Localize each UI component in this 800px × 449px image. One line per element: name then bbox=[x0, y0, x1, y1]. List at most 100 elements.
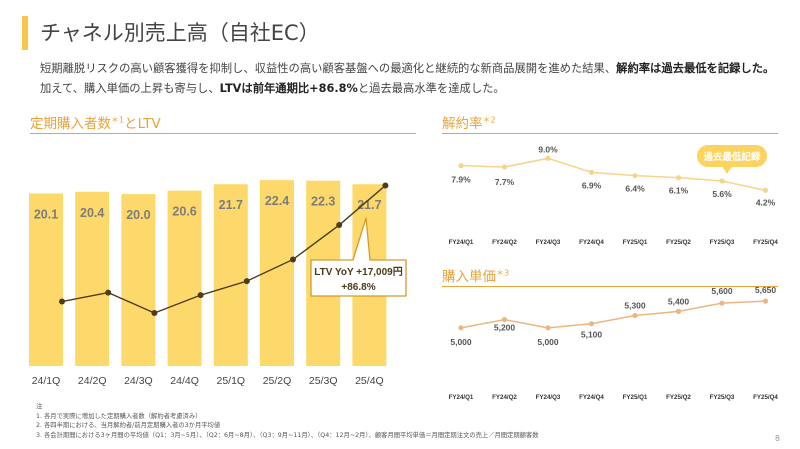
data-label: 5,600 bbox=[711, 286, 733, 296]
data-label: 6.9% bbox=[582, 180, 602, 190]
data-label: 6.1% bbox=[669, 186, 689, 196]
section-title-suffix: とLTV bbox=[124, 116, 161, 132]
lead-text: 加えて、購入単価の上昇も寄与し、 bbox=[40, 82, 220, 95]
ltv-point bbox=[59, 298, 65, 305]
record-low-label: 過去最低記録 bbox=[702, 151, 761, 163]
x-tick-label: FY24/Q1 bbox=[449, 394, 474, 401]
footnote-3: 3. 各会計期間における3ヶ月間の平均値（Q1：3月~5月）、（Q2：6月~8月… bbox=[36, 431, 539, 439]
series-point bbox=[762, 298, 769, 304]
series-point bbox=[675, 175, 682, 181]
x-tick-label: FY25/Q4 bbox=[753, 239, 778, 246]
footnote-mark: ＊2 bbox=[482, 115, 496, 125]
page-title: チャネル別売上高（自社EC） bbox=[40, 21, 320, 45]
data-label: 5,000 bbox=[450, 337, 472, 347]
x-tick-label: FY24/Q4 bbox=[579, 394, 604, 401]
x-tick-label: FY25/Q3 bbox=[710, 239, 735, 246]
x-tick-label: 24/4Q bbox=[170, 375, 199, 387]
x-tick-label: 25/4Q bbox=[355, 375, 384, 387]
ltv-point bbox=[197, 292, 204, 299]
ltv-callout-line1: LTV YoY +17,009円 bbox=[314, 266, 402, 278]
x-tick-label: 25/2Q bbox=[263, 375, 292, 387]
x-tick-label: FY24/Q3 bbox=[536, 394, 561, 401]
footnote-2: 2. 各四半期における、当月解約者/前月定期購入者の3か月平均値 bbox=[36, 422, 221, 429]
data-label: 7.9% bbox=[451, 175, 471, 185]
series-point bbox=[501, 317, 508, 323]
ltv-point bbox=[382, 182, 389, 189]
data-label: 5,300 bbox=[624, 301, 646, 311]
series-point bbox=[632, 173, 638, 179]
bar bbox=[213, 184, 248, 366]
bar-value-label: 21.7 bbox=[219, 198, 243, 212]
series-point bbox=[545, 325, 551, 331]
footnote-heading: 注 bbox=[36, 403, 43, 410]
x-tick-label: FY24/Q2 bbox=[492, 239, 517, 246]
data-label: 5.6% bbox=[712, 189, 732, 199]
section-underline bbox=[442, 286, 778, 287]
footnote-1: 1. 各月で実際に増加した定期購入者数（解約者考慮済み） bbox=[36, 412, 202, 420]
bar-value-label: 20.6 bbox=[172, 205, 196, 219]
series-point bbox=[588, 321, 595, 327]
ltv-point bbox=[290, 256, 296, 263]
lead-text: 短期離脱リスクの高い顧客獲得を抑制し、収益性の高い顧客基盤への最適化と継続的な新… bbox=[40, 62, 617, 75]
series-point bbox=[588, 169, 595, 175]
data-label: 5,400 bbox=[668, 296, 690, 306]
section-title-text: 購入単価 bbox=[442, 269, 496, 285]
section-underline bbox=[442, 133, 778, 134]
section-title-subscribers-ltv: 定期購入者数＊1とLTV bbox=[30, 112, 161, 133]
data-label: 7.7% bbox=[495, 177, 515, 187]
footnote-mark: ＊1 bbox=[111, 115, 125, 125]
ltv-callout-box bbox=[310, 217, 407, 297]
section-title-churn: 解約率＊2 bbox=[442, 112, 496, 133]
bar-value-label: 20.1 bbox=[34, 208, 58, 222]
x-tick-label: 24/3Q bbox=[124, 375, 153, 387]
section-title-text: 解約率 bbox=[442, 116, 483, 132]
page-number: 8 bbox=[774, 434, 780, 443]
section-title-text: 定期購入者数 bbox=[30, 116, 111, 132]
lead-highlight: 解約率は過去最低を記録した。 bbox=[616, 62, 775, 75]
x-tick-label: 25/3Q bbox=[309, 375, 338, 387]
lead-highlight: LTVは前年通期比+86.8% bbox=[219, 82, 358, 95]
bar-value-label: 20.0 bbox=[126, 208, 150, 222]
ltv-point bbox=[151, 310, 158, 316]
series-point bbox=[458, 163, 464, 169]
lead-text: と過去最高水準を達成した。 bbox=[357, 82, 505, 95]
ltv-callout-line2: +86.8% bbox=[341, 282, 375, 293]
series-line bbox=[460, 157, 766, 192]
record-low-badge bbox=[697, 145, 767, 167]
bar-value-label: 22.4 bbox=[265, 194, 289, 208]
bar bbox=[167, 190, 202, 366]
ltv-point bbox=[243, 278, 250, 285]
series-point bbox=[458, 325, 464, 331]
series-point bbox=[632, 312, 638, 319]
x-tick-label: FY25/Q1 bbox=[623, 394, 648, 401]
series-point bbox=[719, 300, 725, 306]
bar-value-label: 22.3 bbox=[311, 195, 335, 209]
x-tick-label: FY25/Q2 bbox=[666, 394, 691, 401]
footnotes: 注 1. 各月で実際に増加した定期購入者数（解約者考慮済み） 2. 各四半期にお… bbox=[36, 402, 539, 440]
lead-line-2: 加えて、購入単価の上昇も寄与し、LTVは前年通期比+86.8%と過去最高水準を達… bbox=[40, 80, 505, 96]
x-tick-label: 24/1Q bbox=[32, 375, 61, 387]
bar-value-label: 20.4 bbox=[80, 206, 104, 220]
ltv-point bbox=[336, 222, 343, 229]
data-label: 4.2% bbox=[756, 197, 776, 207]
series-point bbox=[719, 178, 725, 184]
data-label: 9.0% bbox=[538, 144, 558, 154]
title-accent-bar bbox=[22, 16, 28, 50]
x-tick-label: FY25/Q1 bbox=[623, 239, 648, 246]
record-low-badge-pointer bbox=[722, 166, 732, 174]
footnote-mark: ＊3 bbox=[496, 268, 510, 278]
bar bbox=[121, 194, 156, 366]
x-tick-label: FY24/Q4 bbox=[579, 239, 604, 246]
data-label: 5,000 bbox=[537, 337, 559, 347]
data-label: 5,100 bbox=[581, 330, 603, 340]
ltv-point bbox=[105, 289, 112, 296]
x-tick-label: FY25/Q2 bbox=[666, 239, 691, 246]
x-tick-label: FY24/Q3 bbox=[536, 239, 561, 246]
x-tick-label: FY24/Q1 bbox=[449, 239, 474, 246]
bar bbox=[75, 191, 110, 366]
x-tick-label: FY25/Q4 bbox=[753, 394, 778, 401]
series-point bbox=[762, 187, 769, 193]
series-point bbox=[545, 155, 551, 161]
data-label: 6.4% bbox=[625, 184, 645, 194]
